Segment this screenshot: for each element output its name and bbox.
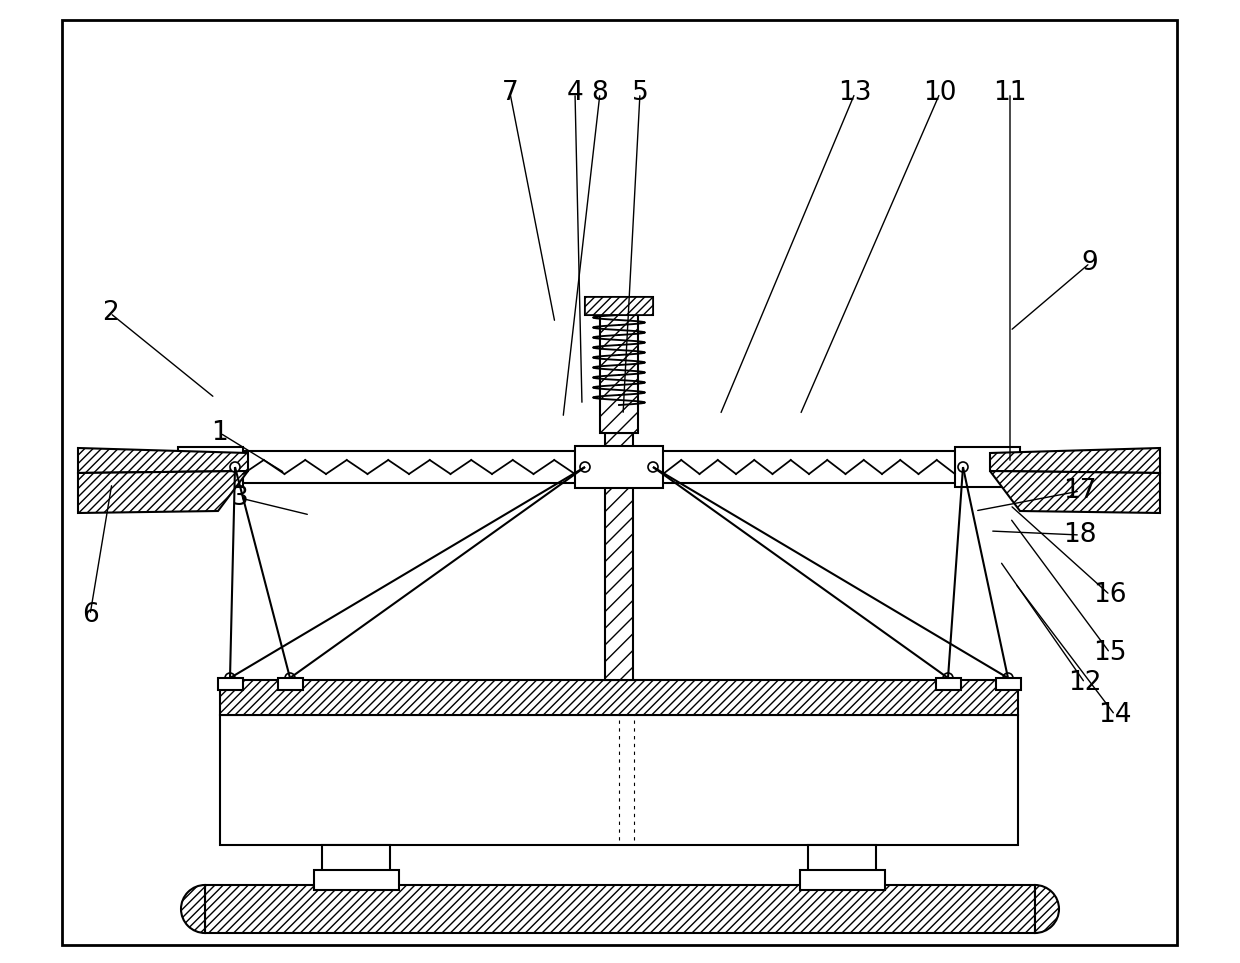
Circle shape	[285, 673, 295, 683]
Text: 13: 13	[838, 80, 872, 106]
Circle shape	[649, 462, 658, 472]
Bar	[585, 297, 653, 315]
Wedge shape	[181, 885, 205, 933]
Text: 3: 3	[232, 485, 248, 511]
Bar	[585, 297, 653, 315]
Text: 16: 16	[1094, 582, 1127, 608]
Bar	[278, 678, 303, 690]
Text: 8: 8	[591, 80, 609, 106]
Bar	[936, 678, 961, 690]
Text: 14: 14	[1099, 702, 1132, 728]
Bar	[219, 715, 1018, 845]
Text: 12: 12	[1068, 670, 1102, 696]
Text: 4: 4	[567, 80, 583, 106]
Bar	[205, 885, 1035, 933]
Wedge shape	[1035, 885, 1059, 933]
Bar	[218, 678, 243, 690]
Text: 11: 11	[993, 80, 1027, 106]
Bar	[322, 845, 391, 885]
Circle shape	[224, 673, 236, 683]
Circle shape	[229, 462, 241, 472]
Text: 7: 7	[502, 80, 518, 106]
Circle shape	[959, 462, 968, 472]
Bar	[600, 305, 639, 433]
Bar	[179, 447, 243, 487]
Bar	[800, 870, 885, 890]
Text: 2: 2	[102, 300, 118, 326]
Bar	[314, 870, 399, 890]
Text: 17: 17	[1063, 478, 1096, 504]
Circle shape	[942, 673, 954, 683]
Bar	[808, 845, 875, 885]
Polygon shape	[78, 471, 248, 513]
Bar	[955, 447, 1021, 487]
Bar	[996, 678, 1021, 690]
Bar	[575, 446, 663, 488]
Text: 6: 6	[82, 602, 98, 628]
Polygon shape	[990, 448, 1159, 473]
Text: 5: 5	[631, 80, 649, 106]
Circle shape	[1003, 673, 1013, 683]
Text: 9: 9	[1081, 250, 1099, 276]
Text: 18: 18	[1063, 522, 1096, 548]
Circle shape	[580, 462, 590, 472]
Text: 15: 15	[1094, 640, 1127, 666]
Bar	[605, 433, 632, 680]
Bar	[219, 680, 1018, 715]
Text: 1: 1	[212, 420, 228, 446]
Bar	[62, 20, 1177, 945]
Text: 10: 10	[924, 80, 957, 106]
Polygon shape	[78, 448, 248, 473]
Polygon shape	[990, 471, 1159, 513]
